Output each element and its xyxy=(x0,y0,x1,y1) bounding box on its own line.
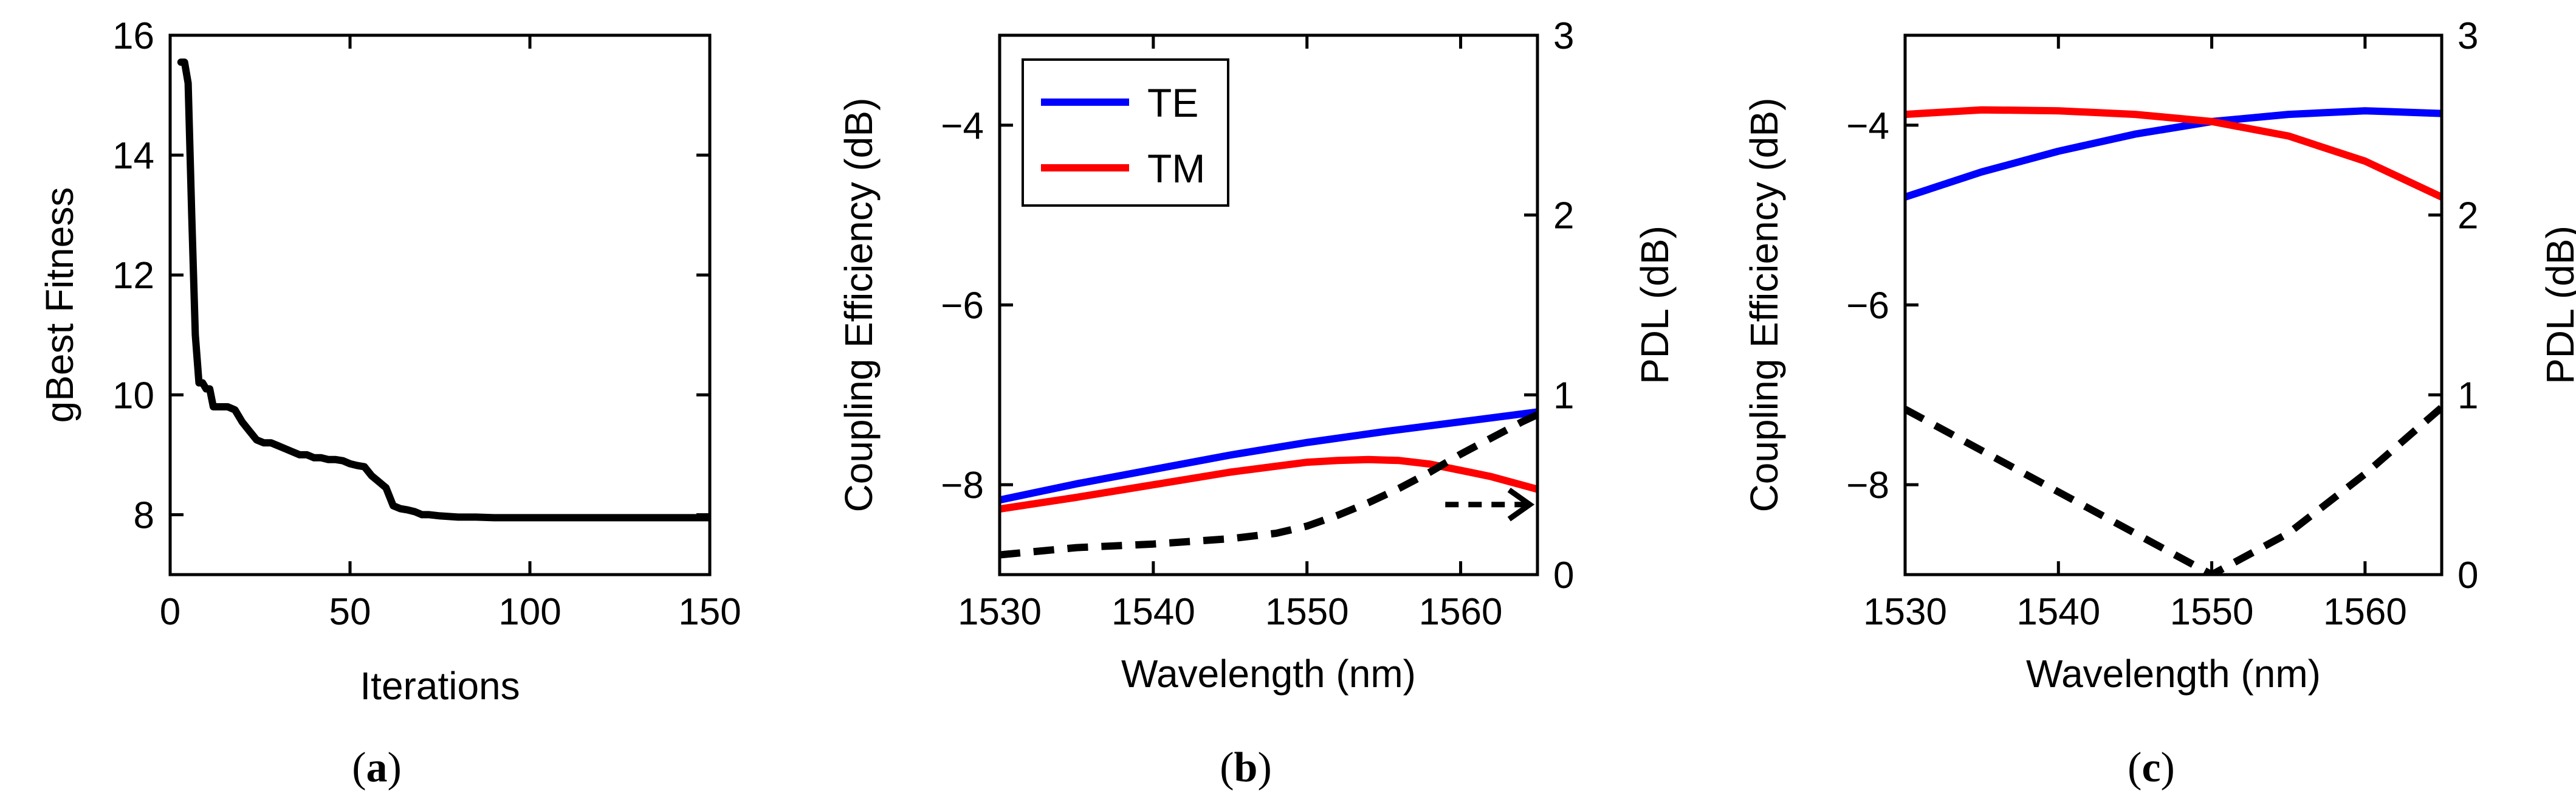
caption-c: (c) xyxy=(2128,744,2175,791)
panel-b: 1530 1540 1550 1560 −8 −6 −4 0 1 2 3 Wavelength (nm… xyxy=(837,15,1677,791)
y-tick-label-c-0: −8 xyxy=(1846,465,1889,507)
x-tick-label-b-0: 1530 xyxy=(958,591,1042,633)
legend-box xyxy=(1022,58,1229,207)
legend-label-tm: TM xyxy=(1147,146,1205,191)
x-tick-label-a-2: 100 xyxy=(498,591,561,633)
legend-label-te: TE xyxy=(1147,80,1198,125)
y-tick-label-c-1: −6 xyxy=(1846,285,1889,327)
x-tick-label-b-3: 1560 xyxy=(1419,591,1503,633)
y-right-tick-label-c-1: 1 xyxy=(2458,375,2478,417)
panel-c: 1530 1540 1550 1560 −8 −6 −4 0 1 2 3 Wavelength (nm… xyxy=(1742,15,2576,791)
x-axis-label-b: Wavelength (nm) xyxy=(1121,652,1416,696)
series-line-gbest-fitness-a xyxy=(177,58,710,522)
y-right-tick-label-c-0: 0 xyxy=(2458,555,2478,597)
x-axis-label-a: Iterations xyxy=(360,664,520,708)
x-tick-label-b-2: 1550 xyxy=(1265,591,1349,633)
plot-frame-a xyxy=(168,33,712,576)
caption-close-c: ) xyxy=(2161,744,2175,791)
x-tick-label-a-3: 150 xyxy=(678,591,741,633)
series-line-pdl-c xyxy=(1905,404,2442,575)
caption-b: (b) xyxy=(1220,744,1272,791)
y-axis-right-label-c: PDL (dB) xyxy=(2538,226,2576,384)
y-right-tick-label-b-2: 2 xyxy=(1553,195,1574,237)
caption-close-b: ) xyxy=(1257,744,1271,791)
y-tick-label-b-1: −6 xyxy=(941,285,984,327)
caption-letter-a: a xyxy=(366,744,388,791)
x-tick-label-b-1: 1540 xyxy=(1111,591,1195,633)
caption-letter-b: b xyxy=(1234,744,1258,791)
y-tick-label-a-2: 12 xyxy=(112,255,154,297)
y-tick-label-b-0: −8 xyxy=(941,465,984,507)
y-tick-label-c-2: −4 xyxy=(1846,105,1889,147)
caption-a: (a) xyxy=(352,744,402,791)
caption-close-a: ) xyxy=(388,744,402,791)
series-line-tm-b xyxy=(1000,455,1537,513)
x-tick-label-a-1: 50 xyxy=(329,591,371,633)
x-tick-label-c-3: 1560 xyxy=(2323,591,2407,633)
caption-open-c: ( xyxy=(2128,744,2142,791)
y-axis-label-b: Coupling Efficiency (dB) xyxy=(837,98,881,513)
caption-letter-c: c xyxy=(2142,744,2160,791)
y-right-tick-label-b-1: 1 xyxy=(1553,375,1574,417)
y-tick-label-a-1: 10 xyxy=(112,375,154,417)
caption-open-b: ( xyxy=(1220,744,1234,791)
x-axis-label-c: Wavelength (nm) xyxy=(2026,652,2321,696)
x-tick-label-c-2: 1550 xyxy=(2170,591,2254,633)
series-line-tm-c xyxy=(1905,106,2442,201)
y-tick-label-a-3: 14 xyxy=(112,135,154,177)
y-tick-label-a-4: 16 xyxy=(112,15,154,57)
x-tick-label-c-1: 1540 xyxy=(2016,591,2100,633)
y-axis-label-c: Coupling Efficiency (dB) xyxy=(1742,98,1786,513)
x-tick-label-a-0: 0 xyxy=(160,591,180,633)
y-axis-label-a: gBest Fitness xyxy=(38,187,81,423)
y-right-tick-label-b-3: 3 xyxy=(1553,15,1574,57)
series-line-te-b xyxy=(1000,408,1537,504)
panel-a: 0 50 100 150 8 10 12 14 16 Iterations gBest Fitnes… xyxy=(38,15,741,791)
y-right-tick-label-c-3: 3 xyxy=(2458,15,2478,57)
y-right-tick-label-c-2: 2 xyxy=(2458,195,2478,237)
series-line-te-c xyxy=(1905,107,2442,201)
x-tick-label-c-0: 1530 xyxy=(1863,591,1947,633)
y-axis-right-label-b: PDL (dB) xyxy=(1633,226,1677,384)
y-right-tick-label-b-0: 0 xyxy=(1553,555,1574,597)
series-line-pdl-b xyxy=(1000,411,1537,559)
y-tick-label-b-2: −4 xyxy=(941,105,984,147)
y-tick-label-a-0: 8 xyxy=(134,494,154,536)
annotation-arrow-head xyxy=(1507,488,1535,522)
caption-open-a: ( xyxy=(352,744,366,791)
